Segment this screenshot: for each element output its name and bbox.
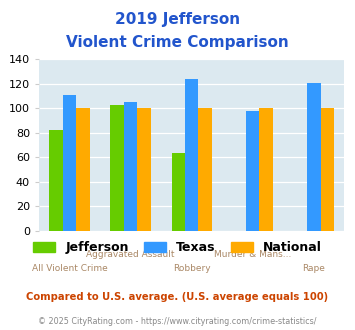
Text: Violent Crime Comparison: Violent Crime Comparison (66, 35, 289, 50)
Bar (110, 105, 124, 231)
Bar (260, 109, 273, 231)
Bar (63, 95, 76, 231)
Bar (49, 130, 63, 231)
Text: Murder & Mans...: Murder & Mans... (214, 250, 291, 259)
Bar (185, 79, 198, 231)
Text: Aggravated Assault: Aggravated Assault (86, 250, 175, 259)
Text: Compared to U.S. average. (U.S. average equals 100): Compared to U.S. average. (U.S. average … (26, 292, 329, 302)
Text: Rape: Rape (302, 264, 325, 273)
Text: All Violent Crime: All Violent Crime (32, 264, 108, 273)
Legend: Jefferson, Texas, National: Jefferson, Texas, National (28, 236, 327, 259)
Text: © 2025 CityRating.com - https://www.cityrating.com/crime-statistics/: © 2025 CityRating.com - https://www.city… (38, 317, 317, 326)
Bar (124, 102, 137, 231)
Bar (307, 83, 321, 231)
Bar (137, 109, 151, 231)
Text: 2019 Jefferson: 2019 Jefferson (115, 12, 240, 26)
Bar (198, 109, 212, 231)
Text: Robbery: Robbery (173, 264, 211, 273)
Bar (76, 109, 90, 231)
Bar (171, 152, 185, 231)
Bar (246, 111, 260, 231)
Bar (321, 109, 334, 231)
